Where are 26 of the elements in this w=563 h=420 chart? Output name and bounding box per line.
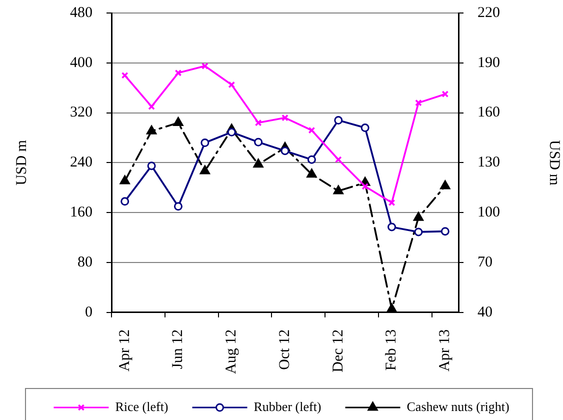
y2-tick-label: 190	[478, 54, 500, 71]
y2-tick-label: 220	[478, 4, 500, 21]
y-tick-label: 480	[70, 4, 92, 21]
y-axis-title: USD m	[14, 140, 30, 186]
y2-tick-label: 100	[478, 204, 500, 221]
x-tick-label: Jun 12	[170, 329, 186, 370]
x-tick-label: Aug 12	[224, 329, 240, 374]
y-tick-label: 400	[70, 54, 92, 71]
y2-tick-label: 160	[478, 104, 500, 121]
x-tick-label: Apr 13	[437, 329, 454, 372]
y-tick-label: 160	[70, 204, 92, 221]
y2-tick-label: 130	[478, 154, 500, 171]
legend-label: Rubber (left)	[254, 398, 322, 414]
y2-axis-title: USD m	[546, 140, 562, 186]
legend-label: Rice (left)	[115, 398, 168, 414]
x-tick-label: Oct 12	[276, 329, 293, 370]
y2-tick-label: 40	[478, 304, 492, 320]
x-tick-label: Feb 13	[384, 329, 400, 371]
x-tick-label: Dec 12	[330, 329, 346, 372]
y-tick-label: 240	[70, 154, 92, 171]
x-tick-label: Apr 12	[116, 329, 133, 372]
y-tick-label: 0	[85, 304, 92, 320]
y-tick-label: 80	[78, 254, 92, 270]
legend-label: Cashew nuts (right)	[406, 398, 510, 414]
y-tick-label: 320	[70, 104, 92, 121]
y2-tick-label: 70	[478, 254, 492, 270]
